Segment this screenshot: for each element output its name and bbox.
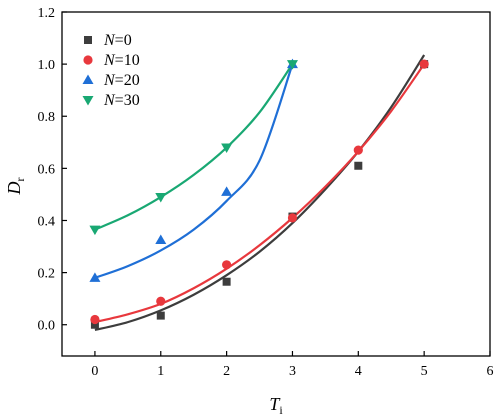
data-point-series-2 bbox=[89, 272, 101, 282]
x-tick-label: 0 bbox=[91, 364, 98, 379]
data-point-series-1 bbox=[156, 296, 166, 306]
data-point-series-1 bbox=[287, 213, 298, 223]
data-point-series-0 bbox=[156, 311, 165, 320]
x-tick-label: 3 bbox=[289, 364, 296, 379]
fit-curves bbox=[94, 54, 426, 332]
x-tick-label: 1 bbox=[157, 364, 164, 379]
x-axis-label: Ti bbox=[269, 394, 283, 417]
fit-curve-series-0 bbox=[94, 54, 426, 332]
y-tick-label: 0.4 bbox=[38, 214, 56, 229]
data-point-series-1 bbox=[90, 314, 100, 325]
data-point-series-1 bbox=[353, 145, 363, 155]
data-point-series-3 bbox=[221, 143, 233, 154]
fit-curve-series-2 bbox=[94, 63, 294, 279]
ticks: 0 1 2 3 4 5 6 0.0 0.2 0.4 0.6 0.8 1.0 1.2 bbox=[38, 6, 494, 379]
data-point-series-0 bbox=[222, 277, 231, 286]
data-point-series-1 bbox=[222, 260, 232, 270]
x-tick-label: 6 bbox=[487, 364, 494, 379]
y-tick-label: 0.0 bbox=[38, 319, 56, 334]
legend-marker-series-3 bbox=[82, 96, 94, 106]
data-point-series-3 bbox=[155, 193, 167, 203]
data-points bbox=[89, 58, 429, 329]
data-point-series-0 bbox=[90, 320, 99, 329]
y-tick-label: 1.0 bbox=[38, 58, 56, 73]
y-axis-label: Dr bbox=[4, 178, 27, 196]
x-tick-label: 5 bbox=[421, 364, 428, 379]
legend-marker-series-2 bbox=[82, 74, 94, 84]
data-point-series-3 bbox=[89, 225, 101, 236]
fit-curve-series-3 bbox=[94, 63, 294, 231]
data-point-series-0 bbox=[354, 161, 363, 170]
data-point-series-2 bbox=[221, 186, 233, 196]
legend-marker-series-0 bbox=[84, 36, 92, 44]
legend-label-series-1: N=10 bbox=[103, 52, 140, 69]
data-point-series-1 bbox=[419, 59, 429, 69]
y-tick-label: 0.6 bbox=[38, 162, 56, 177]
legend: N=0 N=10 N=20 N=30 bbox=[82, 32, 140, 109]
x-tick-label: 2 bbox=[223, 364, 230, 379]
y-tick-label: 0.2 bbox=[38, 267, 56, 282]
legend-marker-series-1 bbox=[83, 55, 93, 65]
legend-label-series-3: N=30 bbox=[103, 92, 140, 109]
x-tick-label: 4 bbox=[355, 364, 362, 379]
y-tick-label: 0.8 bbox=[38, 110, 56, 125]
data-point-series-3 bbox=[286, 60, 298, 70]
legend-label-series-0: N=0 bbox=[103, 32, 132, 49]
legend-label-series-2: N=20 bbox=[103, 72, 140, 89]
y-tick-label: 1.2 bbox=[38, 6, 56, 21]
plot-frame bbox=[61, 11, 491, 357]
fit-curve-series-1 bbox=[94, 63, 426, 324]
data-point-series-2 bbox=[155, 234, 167, 245]
